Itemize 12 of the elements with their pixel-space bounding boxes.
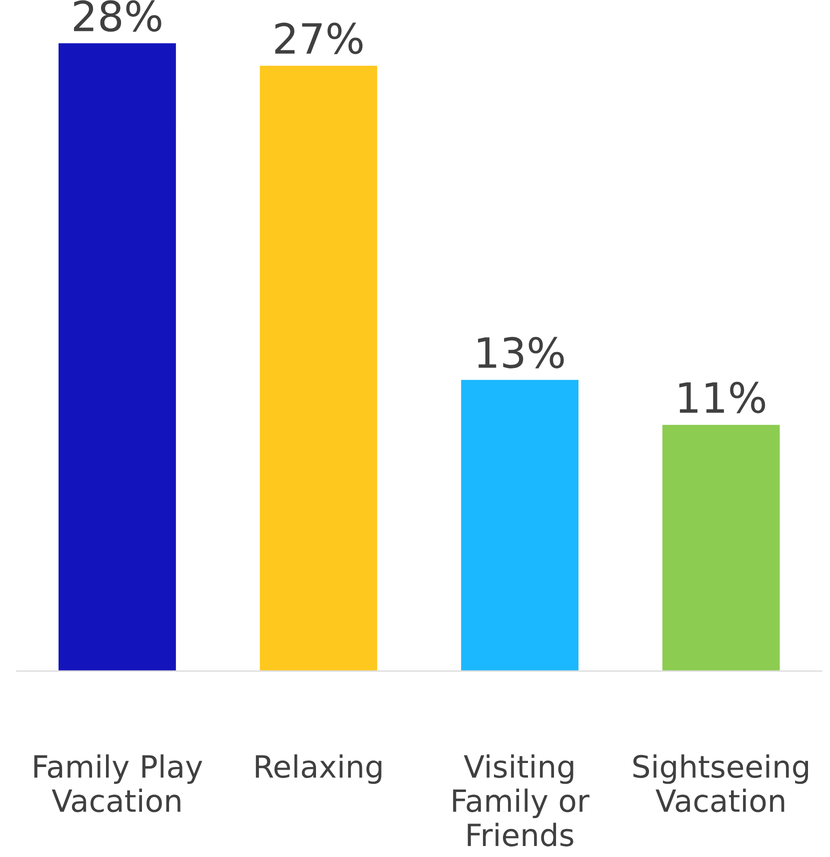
data-label: 27% <box>275 22 363 54</box>
x-tick-label: Relaxing <box>256 754 382 784</box>
x-tick-label: Visiting Family or Friends <box>453 754 590 846</box>
bar <box>460 378 580 672</box>
data-label: 11% <box>679 382 766 414</box>
data-label: 13% <box>478 336 564 368</box>
x-tick-label: Sightseeing Vacation <box>633 754 808 812</box>
bar <box>57 42 178 672</box>
bar <box>258 64 379 672</box>
x-tick-label: Family Play Vacation <box>34 754 202 812</box>
data-label: 28% <box>74 0 162 32</box>
bar <box>660 423 782 672</box>
